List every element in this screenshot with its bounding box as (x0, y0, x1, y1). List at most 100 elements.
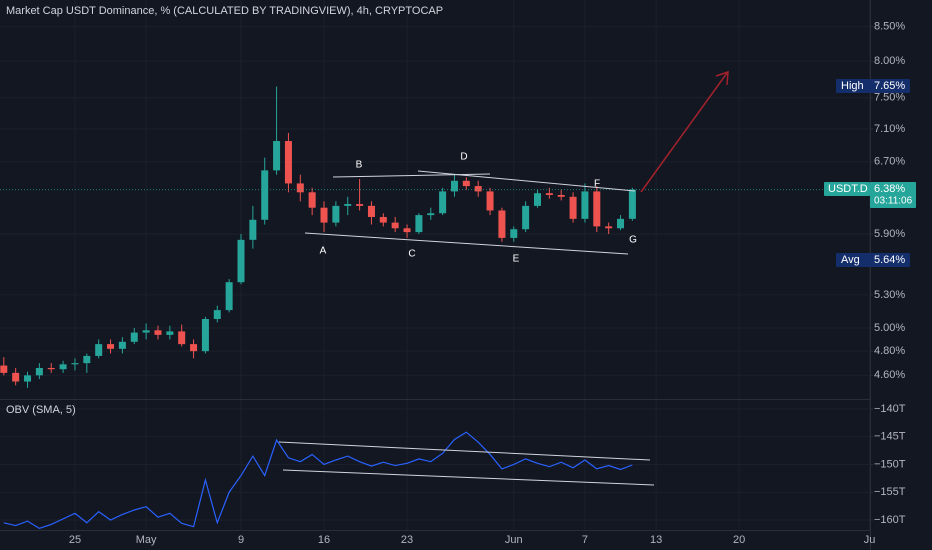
arrow-shaft (640, 72, 728, 193)
x-tick-label: May (136, 534, 157, 546)
x-tick-label: 25 (69, 534, 81, 546)
candle-body (450, 180, 458, 192)
badge-value-box (870, 79, 910, 93)
y-tick-label: 7.50% (874, 92, 905, 104)
candle-body (273, 141, 281, 171)
candle-body (71, 363, 79, 365)
candle-body (296, 183, 304, 193)
indicator-title: OBV (SMA, 5) (6, 404, 76, 416)
symbol-label: USDT.D (828, 183, 868, 195)
candle-body (617, 218, 625, 229)
last-price-box (870, 182, 916, 208)
badge-value: 5.64% (874, 254, 905, 266)
price-badges: High 7.65% Avg 5.64% USDT.D 6.38%03:11:06 (824, 79, 916, 267)
candle-body (190, 344, 198, 352)
candle-body (118, 341, 126, 349)
wave-label: E (513, 254, 520, 265)
candle-body (308, 192, 316, 208)
candle-body (178, 331, 186, 345)
trend-line (282, 469, 655, 486)
wave-label: A (320, 246, 327, 257)
candle-body (486, 191, 494, 211)
badge-name: Avg (841, 254, 860, 266)
candle-body (166, 331, 174, 335)
y-tick-label: 5.00% (874, 322, 905, 334)
candle-body (24, 375, 32, 382)
y-tick-label: −160T (874, 514, 906, 526)
badge-name-box (836, 253, 870, 267)
wave-label: C (408, 249, 415, 260)
axes: 25 May 9 16 23 Jun 7 13 20 Ju 8.50% 8.00% 7.50% 7.10%… (69, 21, 906, 546)
trend-line (332, 173, 491, 178)
candle-body (261, 170, 269, 220)
badge-name-box (836, 79, 870, 93)
marks: A B C D E F G (0, 86, 870, 529)
drawings (278, 170, 655, 486)
candle-body (344, 204, 352, 206)
x-tick-label: 20 (733, 534, 745, 546)
candle-body (628, 189, 636, 219)
badge-name: High (841, 80, 864, 92)
x-tick-label: Ju (864, 534, 876, 546)
y-tick-label: −150T (874, 458, 906, 470)
candle-body (356, 204, 364, 206)
wave-label: B (356, 160, 363, 171)
wave-label: D (460, 152, 467, 163)
candle-body (415, 215, 423, 233)
candle-body (557, 194, 565, 197)
candle-body (95, 344, 103, 356)
y-tick-label: 7.10% (874, 123, 905, 135)
y-tick-label: 4.60% (874, 369, 905, 381)
candle-body (427, 213, 435, 216)
arrow-head (715, 70, 729, 86)
y-tick-label: −145T (874, 431, 906, 443)
grid (0, 0, 870, 530)
candle-body (522, 205, 530, 230)
candle-body (403, 228, 411, 233)
candle-body (367, 205, 375, 217)
candle-body (581, 191, 589, 219)
candle-body (107, 344, 115, 349)
candle-body (593, 191, 601, 227)
wave-label: G (629, 235, 637, 246)
candle-body (569, 196, 577, 219)
trend-line (278, 441, 651, 461)
trend-line (417, 170, 636, 192)
countdown: 03:11:06 (874, 196, 913, 207)
badge-value: 7.65% (874, 80, 905, 92)
y-tick-label: 5.30% (874, 289, 905, 301)
candle-body (225, 282, 233, 311)
candle-body (320, 207, 328, 223)
candle-body (35, 367, 43, 376)
wave-label: F (594, 179, 600, 190)
candle-body (391, 222, 399, 229)
trend-line (304, 232, 629, 255)
candle-body (0, 365, 8, 373)
y-tick-label: 8.50% (874, 21, 905, 33)
candle-body (510, 229, 518, 238)
x-tick-label: Jun (505, 534, 523, 546)
obv-line (3, 431, 633, 529)
candle-body (130, 332, 138, 342)
x-tick-label: 23 (401, 534, 413, 546)
candle-body (534, 193, 541, 206)
candle-body (154, 330, 162, 335)
candle-body (249, 219, 257, 240)
x-tick-label: 13 (650, 534, 662, 546)
candle-body (237, 239, 245, 283)
x-tick-label: 9 (238, 534, 244, 546)
candle-body (545, 193, 553, 195)
candle-body (332, 205, 340, 223)
candle-body (213, 310, 221, 319)
candle-body (284, 141, 292, 184)
candle-body (59, 364, 67, 370)
y-tick-label: −140T (874, 403, 906, 415)
last-price: 6.38% (874, 183, 905, 195)
arrow (640, 70, 729, 193)
candle-body (47, 367, 55, 370)
candle-body (379, 216, 387, 223)
badge-value-box (870, 253, 910, 267)
